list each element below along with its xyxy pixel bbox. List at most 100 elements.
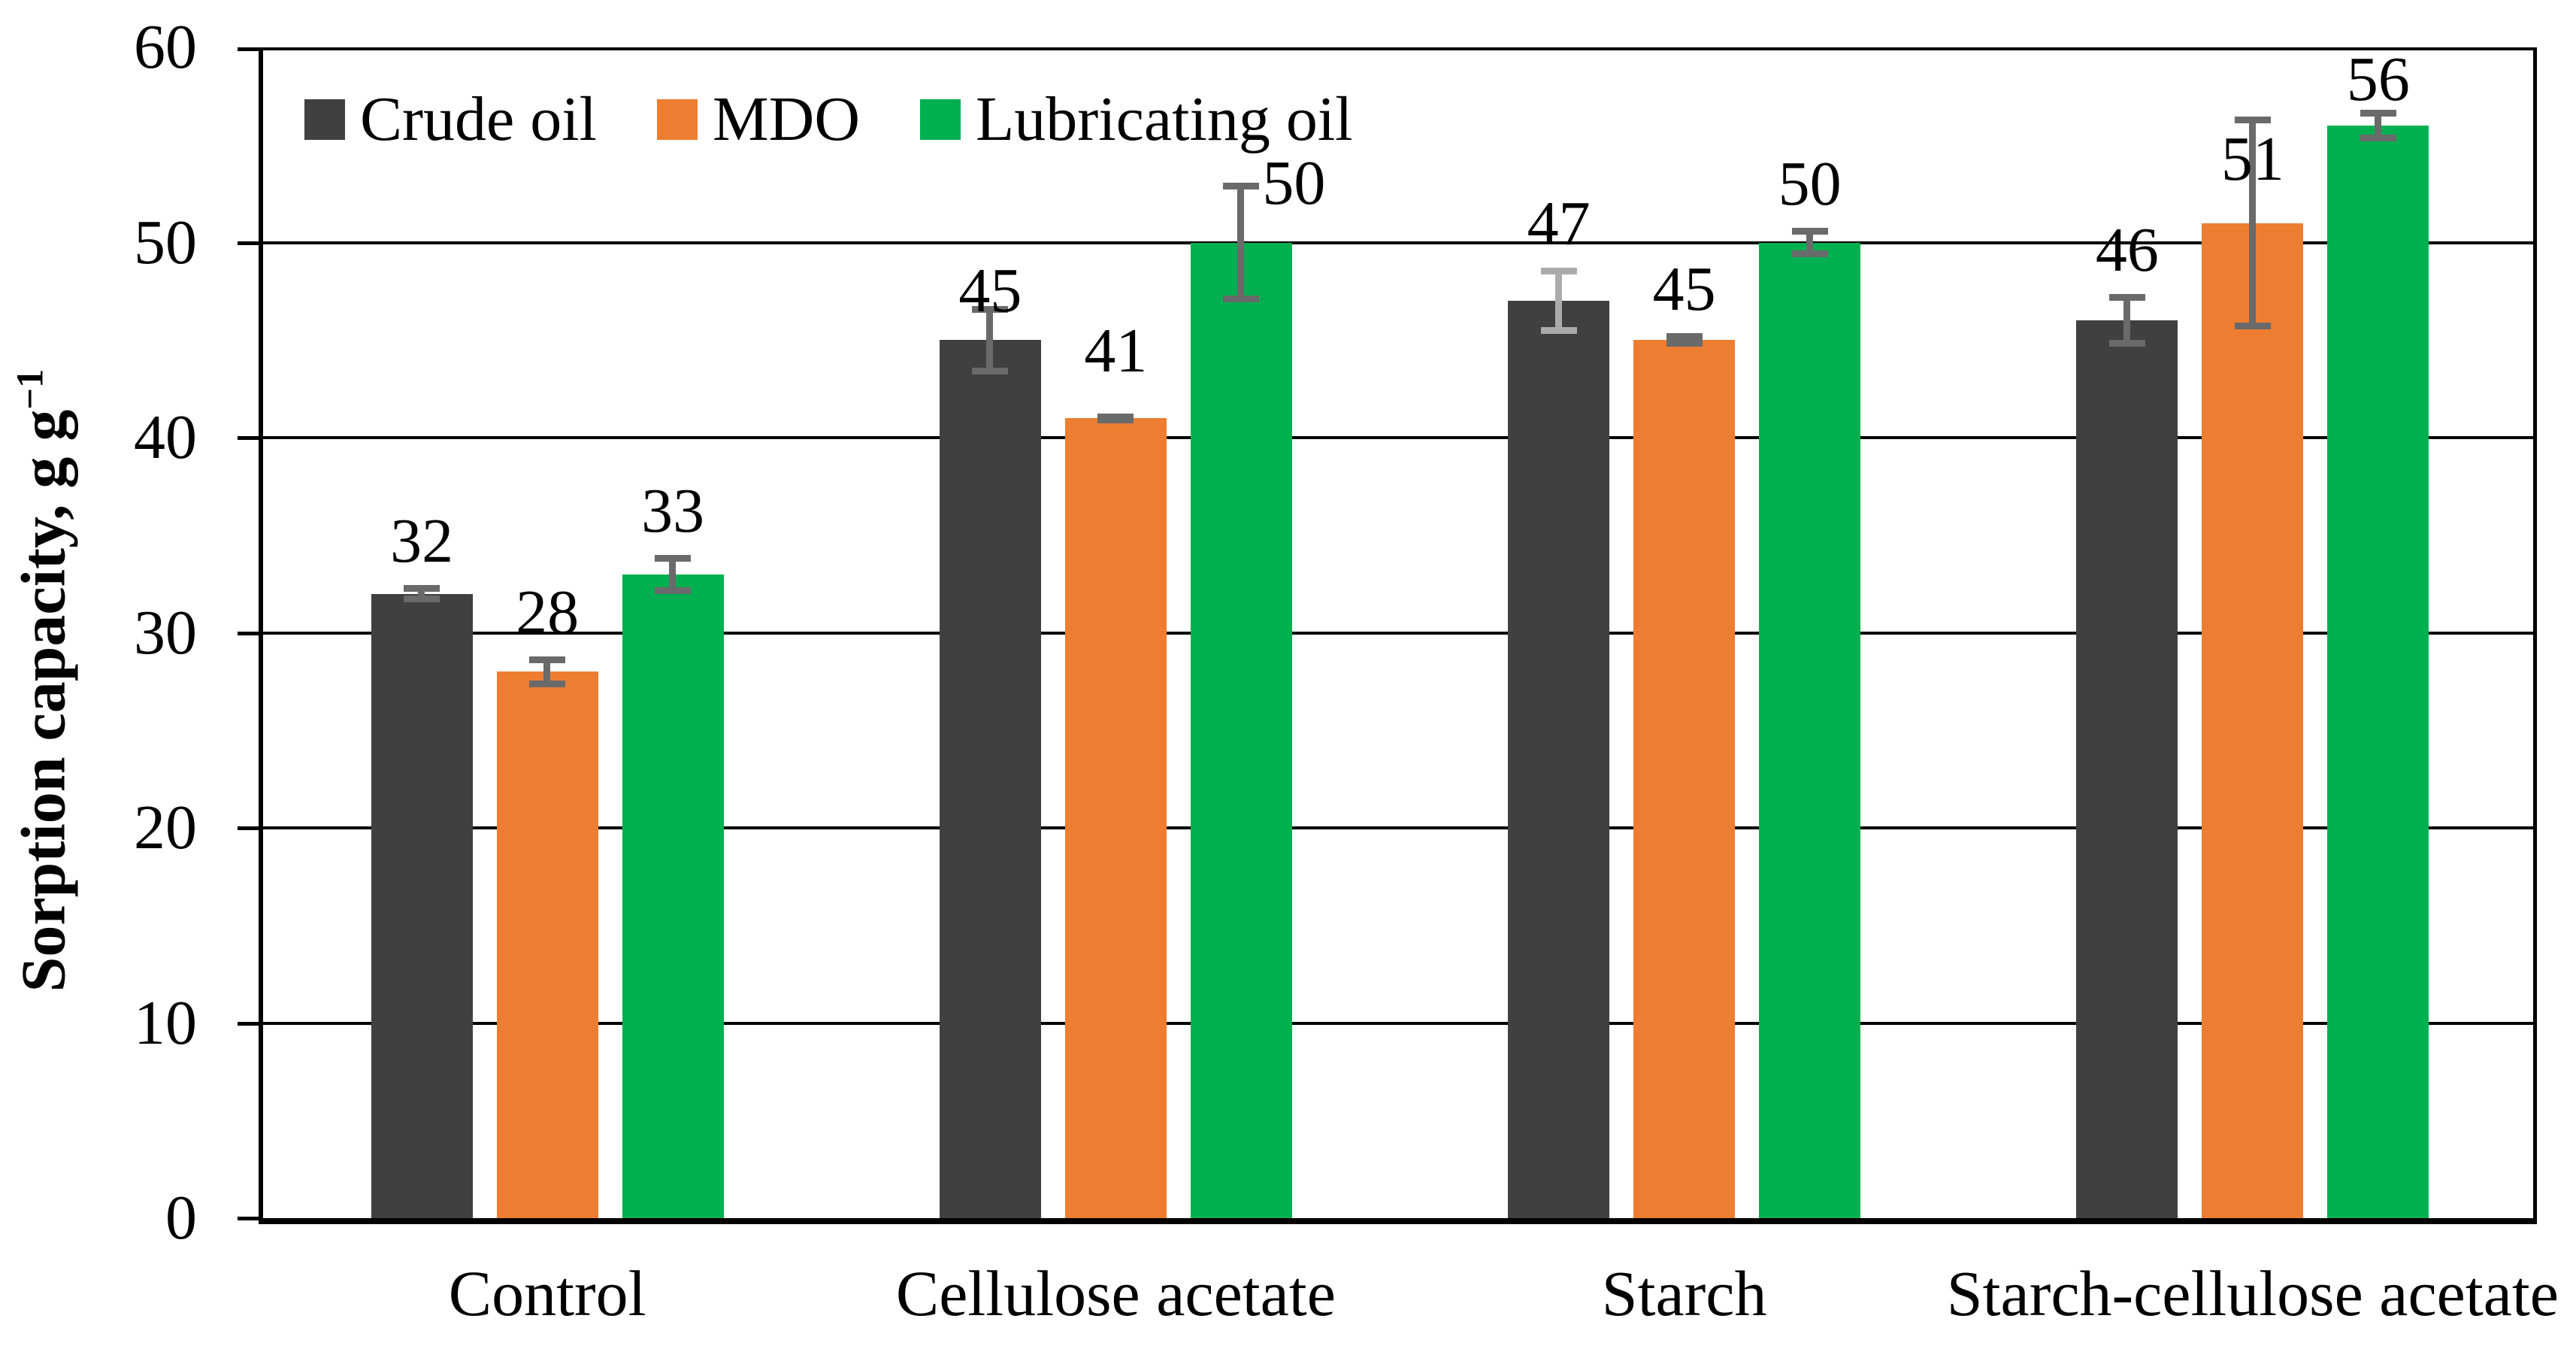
y-axis-tick-40: [238, 436, 263, 440]
y-axis-tick-0: [238, 1217, 263, 1220]
error-cap-bottom: [1223, 295, 1260, 302]
data-label-0-2: 47: [1527, 189, 1591, 259]
gridline-60: [263, 47, 2537, 50]
legend: Crude oil MDO Lubricating oil: [304, 88, 1353, 151]
y-tick-label-50: 50: [134, 207, 197, 277]
y-tick-label-60: 60: [134, 12, 197, 82]
legend-label-0: Crude oil: [360, 84, 597, 154]
y-axis-tick-50: [238, 241, 263, 245]
error-cap-bottom: [2360, 134, 2396, 141]
bar-lubricating-oil-0: [622, 574, 724, 1218]
y-axis-tick-60: [238, 47, 263, 51]
error-whisker: [1554, 268, 1562, 335]
error-whisker: [1806, 228, 1813, 257]
bar-lubricating-oil-3: [2327, 125, 2429, 1218]
error-bar-2-0: [655, 554, 692, 594]
category-label: Starch-cellulose acetate: [1946, 1257, 2559, 1329]
y-tick-label-0: 0: [165, 1183, 197, 1253]
gridline-40: [263, 436, 2537, 439]
data-label-2-2: 50: [1778, 149, 1842, 220]
plot-area: Crude oil MDO Lubricating oil 32 45 47 46 28 41…: [238, 44, 2537, 1224]
category-label: Starch: [1601, 1257, 1767, 1329]
error-cap-top: [972, 305, 1009, 313]
gridline-10: [263, 1021, 2537, 1025]
error-whisker: [2123, 294, 2130, 347]
legend-item-0: Crude oil: [304, 88, 597, 151]
error-bar-1-1: [1097, 413, 1134, 423]
error-whisker: [2248, 117, 2256, 329]
error-cap-top: [1666, 333, 1703, 341]
bar-mdo-0: [496, 671, 598, 1218]
error-bar-0-3: [2108, 294, 2145, 347]
error-whisker: [2374, 110, 2381, 141]
bar-crude-oil-0: [371, 593, 473, 1218]
y-axis-tick-30: [238, 631, 263, 635]
gridline-30: [263, 631, 2537, 635]
error-cap-bottom: [1097, 416, 1134, 423]
legend-item-1: MDO: [656, 84, 860, 154]
error-bar-1-0: [529, 656, 566, 688]
y-axis-title-superscript: −1: [8, 368, 51, 410]
error-cap-top: [655, 554, 692, 562]
error-cap-bottom: [529, 681, 566, 688]
y-tick-label-40: 40: [134, 402, 197, 472]
error-whisker: [986, 305, 994, 374]
error-cap-top: [2108, 294, 2145, 302]
legend-label-1: MDO: [712, 84, 860, 154]
error-cap-top: [2360, 110, 2396, 117]
category-label: Cellulose acetate: [895, 1257, 1336, 1329]
y-axis-line: [259, 47, 263, 1224]
error-cap-top: [404, 584, 440, 592]
error-bar-0-0: [404, 584, 440, 603]
data-label-1-1: 41: [1084, 315, 1148, 386]
y-axis-tick-20: [238, 826, 263, 830]
error-bar-0-2: [1540, 268, 1577, 335]
error-whisker: [669, 554, 677, 594]
bar-mdo-3: [2202, 223, 2304, 1218]
y-tick-label-10: 10: [134, 987, 197, 1058]
legend-label-2: Lubricating oil: [975, 84, 1353, 154]
data-label-1-2: 45: [1652, 254, 1716, 325]
category-label: Control: [448, 1257, 646, 1329]
data-label-2-3: 56: [2346, 44, 2410, 115]
bar-lubricating-oil-1: [1190, 242, 1292, 1218]
legend-item-2: Lubricating oil: [919, 84, 1353, 154]
bar-crude-oil-3: [2076, 320, 2178, 1218]
error-cap-bottom: [2234, 322, 2271, 329]
gridline-50: [263, 241, 2537, 244]
error-cap-top: [1540, 268, 1577, 275]
data-label-0-0: 32: [390, 505, 454, 576]
error-bar-1-2: [1666, 333, 1703, 347]
bar-lubricating-oil-2: [1759, 242, 1861, 1218]
error-cap-bottom: [1540, 327, 1577, 335]
error-whisker: [418, 584, 425, 603]
data-label-0-1: 45: [958, 255, 1022, 326]
error-whisker: [543, 656, 551, 688]
gridline-20: [263, 826, 2537, 829]
error-cap-bottom: [1666, 340, 1703, 347]
error-cap-bottom: [1791, 250, 1828, 257]
y-axis-title-text: Sorption capacity, g g: [8, 409, 79, 993]
x-axis-baseline: [259, 1218, 2537, 1224]
bar-crude-oil-1: [939, 340, 1041, 1218]
error-cap-top: [2234, 117, 2271, 124]
bar-mdo-1: [1064, 418, 1167, 1218]
bar-mdo-2: [1633, 340, 1736, 1218]
y-tick-label-20: 20: [134, 793, 197, 862]
bar-crude-oil-2: [1508, 301, 1610, 1218]
error-bar-1-3: [2234, 117, 2271, 329]
legend-swatch-1: [656, 99, 698, 140]
data-label-0-3: 46: [2095, 215, 2159, 286]
error-cap-top: [529, 656, 566, 663]
error-bar-2-1: [1223, 183, 1260, 302]
error-whisker: [1237, 183, 1245, 302]
error-cap-bottom: [2108, 340, 2145, 347]
error-bar-2-3: [2360, 110, 2396, 141]
error-cap-bottom: [972, 367, 1009, 374]
data-label-1-0: 28: [516, 577, 580, 647]
data-label-1-3: 51: [2220, 124, 2284, 195]
data-label-2-0: 33: [641, 475, 705, 546]
legend-swatch-0: [304, 99, 345, 140]
y-axis-tick-10: [238, 1021, 263, 1026]
